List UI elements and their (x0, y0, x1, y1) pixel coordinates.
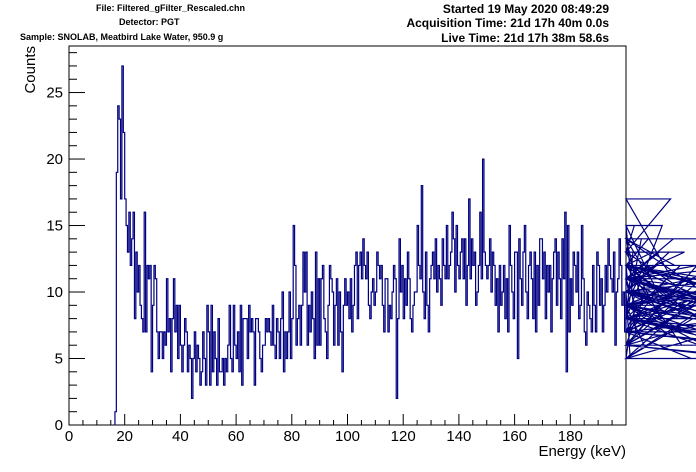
y-tick-label: 15 (46, 218, 63, 235)
file-label: File: Filtered_gFilter_Rescaled.chn (96, 3, 246, 13)
y-tick-label: 5 (55, 351, 63, 368)
acquisition-time-label: Acquisition Time: 21d 17h 40m 0.0s (406, 16, 609, 30)
spectrum-series-line (114, 65, 696, 425)
x-tick-label: 0 (65, 428, 73, 445)
sample-label: Sample: SNOLAB, Meatbird Lake Water, 950… (20, 32, 224, 42)
x-tick-label: 60 (228, 428, 245, 445)
y-tick-label: 10 (46, 284, 63, 301)
x-tick-label: 40 (172, 428, 189, 445)
detector-label: Detector: PGT (119, 17, 180, 27)
live-time-label: Live Time: 21d 17h 38m 58.6s (441, 31, 609, 45)
x-tick-label: 100 (335, 428, 360, 445)
x-tick-label: 80 (283, 428, 300, 445)
y-tick-label: 25 (46, 85, 63, 102)
x-tick-label: 120 (391, 428, 416, 445)
y-axis-title: Counts (22, 46, 39, 94)
x-tick-label: 160 (502, 428, 527, 445)
x-tick-label: 140 (446, 428, 471, 445)
x-tick-label: 20 (116, 428, 133, 445)
y-tick-label: 0 (55, 417, 63, 434)
x-axis-title: Energy (keV) (538, 443, 626, 460)
x-tick-label: 180 (558, 428, 583, 445)
y-tick-label: 20 (46, 151, 63, 168)
started-label: Started 19 May 2020 08:49:29 (442, 2, 609, 16)
